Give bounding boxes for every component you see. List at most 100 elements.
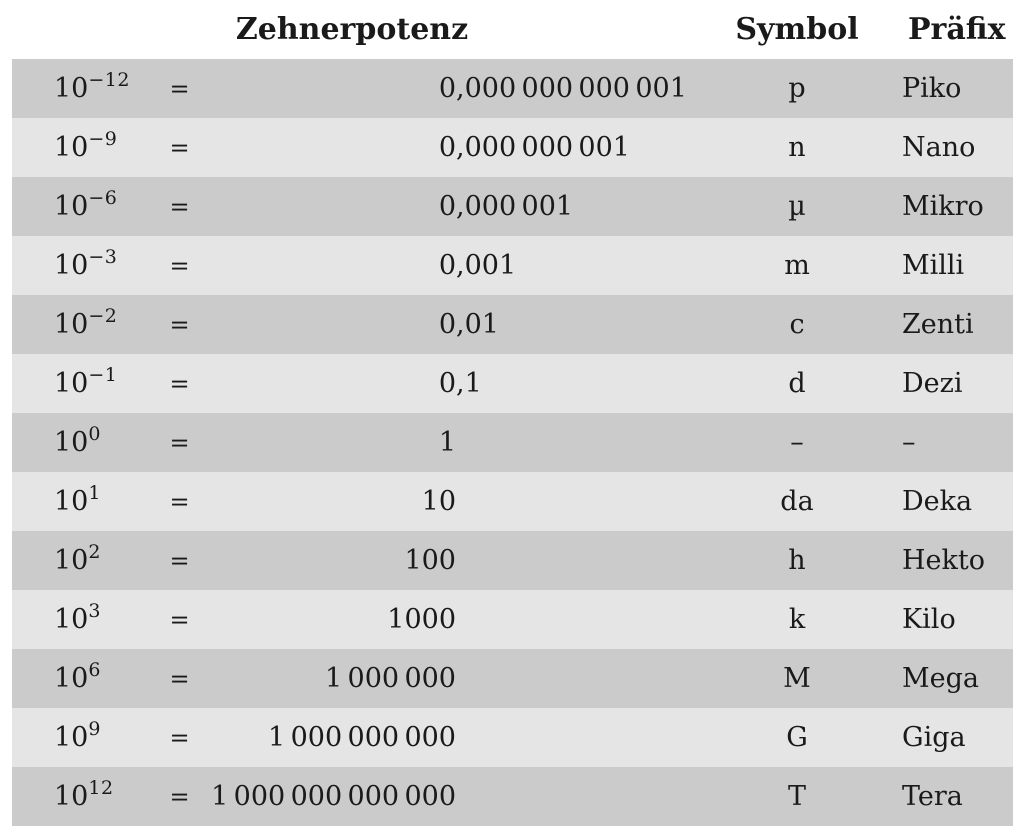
prefix-cell: Nano xyxy=(902,132,976,163)
prefix-cell: Tera xyxy=(902,781,963,812)
power-exponent: −6 xyxy=(88,187,118,209)
header-zehnerpotenz: Zehnerpotenz xyxy=(235,12,469,47)
symbol-cell: d xyxy=(788,368,806,399)
powers-of-ten-table: Zehnerpotenz Symbol Präfix 10−12 = 0,000… xyxy=(12,0,1013,826)
value-frac: ,000 001 xyxy=(456,191,574,222)
power-cell: 10−2 xyxy=(12,305,157,340)
value-cell: 1000 xyxy=(202,604,692,635)
equals-sign: = xyxy=(169,133,190,162)
power-exponent: −12 xyxy=(88,69,130,91)
power-cell: 109 xyxy=(12,718,157,753)
equals-sign: = xyxy=(169,251,190,280)
symbol-cell: T xyxy=(787,781,806,812)
value-cell: 10 xyxy=(202,486,692,517)
symbol-cell: M xyxy=(783,663,811,694)
value-cell: 0,000 001 xyxy=(202,191,692,222)
value-frac: ,01 xyxy=(456,309,499,340)
value-cell: 100 xyxy=(202,545,692,576)
prefix-cell: – xyxy=(902,427,916,458)
power-cell: 100 xyxy=(12,423,157,458)
table-row: 109 = 1 000 000 000 G Giga xyxy=(12,708,1013,767)
power-base: 10 xyxy=(54,781,89,812)
table-header-row: Zehnerpotenz Symbol Präfix xyxy=(12,0,1013,59)
power-base: 10 xyxy=(54,250,89,281)
power-cell: 10−6 xyxy=(12,187,157,222)
symbol-cell: k xyxy=(788,604,806,635)
prefix-cell: Mikro xyxy=(902,191,984,222)
power-base: 10 xyxy=(54,545,89,576)
equals-sign: = xyxy=(169,310,190,339)
value-int: 0 xyxy=(438,73,456,104)
power-base: 10 xyxy=(54,722,89,753)
table-row: 10−1 = 0,1 d Dezi xyxy=(12,354,1013,413)
table-row: 10−3 = 0,001 m Milli xyxy=(12,236,1013,295)
table-row: 10−2 = 0,01 c Zenti xyxy=(12,295,1013,354)
table-row: 102 = 100 h Hekto xyxy=(12,531,1013,590)
prefix-cell: Mega xyxy=(902,663,980,694)
symbol-cell: G xyxy=(786,722,808,753)
table-row: 10−6 = 0,000 001 µ Mikro xyxy=(12,177,1013,236)
equals-sign: = xyxy=(169,74,190,103)
value-cell: 0,001 xyxy=(202,250,692,281)
table-row: 103 = 1000 k Kilo xyxy=(12,590,1013,649)
value-cell: 0,01 xyxy=(202,309,692,340)
table-row: 10−12 = 0,000 000 000 001 p Piko xyxy=(12,59,1013,118)
table-body: 10−12 = 0,000 000 000 001 p Piko 10−9 = … xyxy=(12,59,1013,826)
equals-sign: = xyxy=(169,546,190,575)
power-exponent: −9 xyxy=(88,128,118,150)
power-exponent: 0 xyxy=(88,423,101,445)
symbol-cell: c xyxy=(789,309,805,340)
value-int: 0 xyxy=(438,191,456,222)
table-row: 100 = 1 – – xyxy=(12,413,1013,472)
equals-sign: = xyxy=(169,664,190,693)
power-base: 10 xyxy=(54,663,89,694)
value-int: 1 xyxy=(438,427,456,458)
value-cell: 1 000 000 000 xyxy=(202,722,692,753)
power-base: 10 xyxy=(54,604,89,635)
power-exponent: −2 xyxy=(88,305,118,327)
table-row: 101 = 10 da Deka xyxy=(12,472,1013,531)
power-cell: 1012 xyxy=(12,777,157,812)
symbol-cell: p xyxy=(788,73,806,104)
power-base: 10 xyxy=(54,309,89,340)
value-frac: ,000 000 000 001 xyxy=(456,73,687,104)
power-exponent: −3 xyxy=(88,246,118,268)
symbol-cell: m xyxy=(784,250,810,281)
power-exponent: −1 xyxy=(88,364,118,386)
prefix-cell: Milli xyxy=(902,250,965,281)
power-base: 10 xyxy=(54,132,89,163)
symbol-cell: h xyxy=(788,545,806,576)
symbol-cell: n xyxy=(788,132,806,163)
power-cell: 103 xyxy=(12,600,157,635)
value-int: 10 xyxy=(421,486,456,517)
value-frac: ,001 xyxy=(456,250,517,281)
symbol-cell: – xyxy=(790,427,804,458)
value-cell: 1 xyxy=(202,427,692,458)
power-base: 10 xyxy=(54,191,89,222)
power-exponent: 9 xyxy=(88,718,101,740)
power-base: 10 xyxy=(54,427,89,458)
equals-sign: = xyxy=(169,192,190,221)
value-int: 1000 xyxy=(387,604,456,635)
value-int: 1 000 000 000 000 xyxy=(211,781,456,812)
power-cell: 10−1 xyxy=(12,364,157,399)
value-int: 0 xyxy=(438,368,456,399)
power-base: 10 xyxy=(54,368,89,399)
power-cell: 10−3 xyxy=(12,246,157,281)
value-frac: ,1 xyxy=(456,368,482,399)
value-int: 1 000 000 000 xyxy=(268,722,456,753)
symbol-cell: µ xyxy=(788,191,806,222)
prefix-cell: Kilo xyxy=(902,604,956,635)
equals-sign: = xyxy=(169,369,190,398)
power-exponent: 1 xyxy=(88,482,101,504)
value-cell: 0,000 000 000 001 xyxy=(202,73,692,104)
power-cell: 101 xyxy=(12,482,157,517)
power-cell: 10−12 xyxy=(12,69,157,104)
header-symbol: Symbol xyxy=(735,12,859,47)
value-frac: ,000 000 001 xyxy=(456,132,630,163)
value-cell: 1 000 000 xyxy=(202,663,692,694)
prefix-cell: Deka xyxy=(902,486,973,517)
power-exponent: 3 xyxy=(88,600,101,622)
equals-sign: = xyxy=(169,605,190,634)
value-cell: 1 000 000 000 000 xyxy=(202,781,692,812)
